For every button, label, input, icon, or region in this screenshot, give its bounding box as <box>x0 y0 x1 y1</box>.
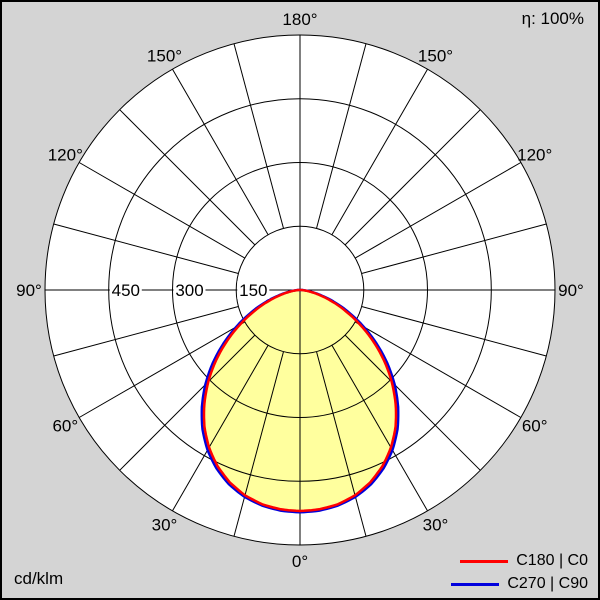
grid-spoke-300 <box>78 321 246 418</box>
radial-tick-label-450: 450 <box>112 281 140 300</box>
angle-label-30-left: 30° <box>152 516 178 535</box>
angle-label-180-right: 180° <box>282 10 317 29</box>
grid-spoke-120 <box>354 162 522 259</box>
intensity-curve-1 <box>200 288 400 514</box>
angle-label-120-right: 120° <box>517 146 552 165</box>
radial-label-bg-450 <box>109 281 142 299</box>
angle-label-60-right: 60° <box>522 417 548 436</box>
grid-spoke-225 <box>119 109 256 246</box>
grid-spoke-285 <box>53 306 239 357</box>
radial-tick-label-300: 300 <box>175 281 203 300</box>
angle-label-60-left: 60° <box>52 417 78 436</box>
angle-label-120-left: 120° <box>48 146 83 165</box>
angle-label-30-right: 30° <box>423 516 449 535</box>
grid-spoke-60 <box>354 321 522 418</box>
legend-line-blue-icon <box>451 582 500 586</box>
grid-spoke-240 <box>78 162 246 259</box>
efficiency-label: η: 100% <box>521 9 584 28</box>
angle-label-90-right: 90° <box>558 281 584 300</box>
grid-spoke-165 <box>316 43 367 229</box>
angle-label-150-right: 150° <box>418 46 453 65</box>
legend-line-red-icon <box>460 559 509 563</box>
angle-label-0-right: 0° <box>292 552 308 571</box>
grid-spoke-15 <box>316 351 367 537</box>
angle-label-150-left: 150° <box>147 46 182 65</box>
grid-spoke-255 <box>53 223 239 274</box>
grid-spoke-30 <box>331 344 428 512</box>
grid-spoke-195 <box>233 43 284 229</box>
grid-spoke-315 <box>119 334 256 471</box>
legend-item-c0-c180: C180 | C0 <box>451 552 588 570</box>
grid-spoke-75 <box>361 306 547 357</box>
legend: C180 | C0 C270 | C90 <box>451 552 588 593</box>
radial-label-bg-300 <box>173 281 206 299</box>
grid-spoke-150 <box>331 68 428 236</box>
radial-label-bg-150 <box>237 281 270 299</box>
grid-spoke-135 <box>344 109 481 246</box>
unit-label: cd/klm <box>14 569 64 588</box>
legend-label-c0-c180: C180 | C0 <box>516 552 588 569</box>
grid-spoke-45 <box>344 334 481 471</box>
radial-tick-label-150: 150 <box>239 281 267 300</box>
grid-spoke-330 <box>172 344 269 512</box>
legend-label-c90-c270: C270 | C90 <box>507 575 588 592</box>
grid-spoke-345 <box>233 351 284 537</box>
angle-label-90-left: 90° <box>16 281 42 300</box>
grid-spoke-210 <box>172 68 269 236</box>
grid-spoke-105 <box>361 223 547 274</box>
legend-item-c90-c270: C270 | C90 <box>451 575 588 593</box>
intensity-curve-0 <box>202 288 398 513</box>
